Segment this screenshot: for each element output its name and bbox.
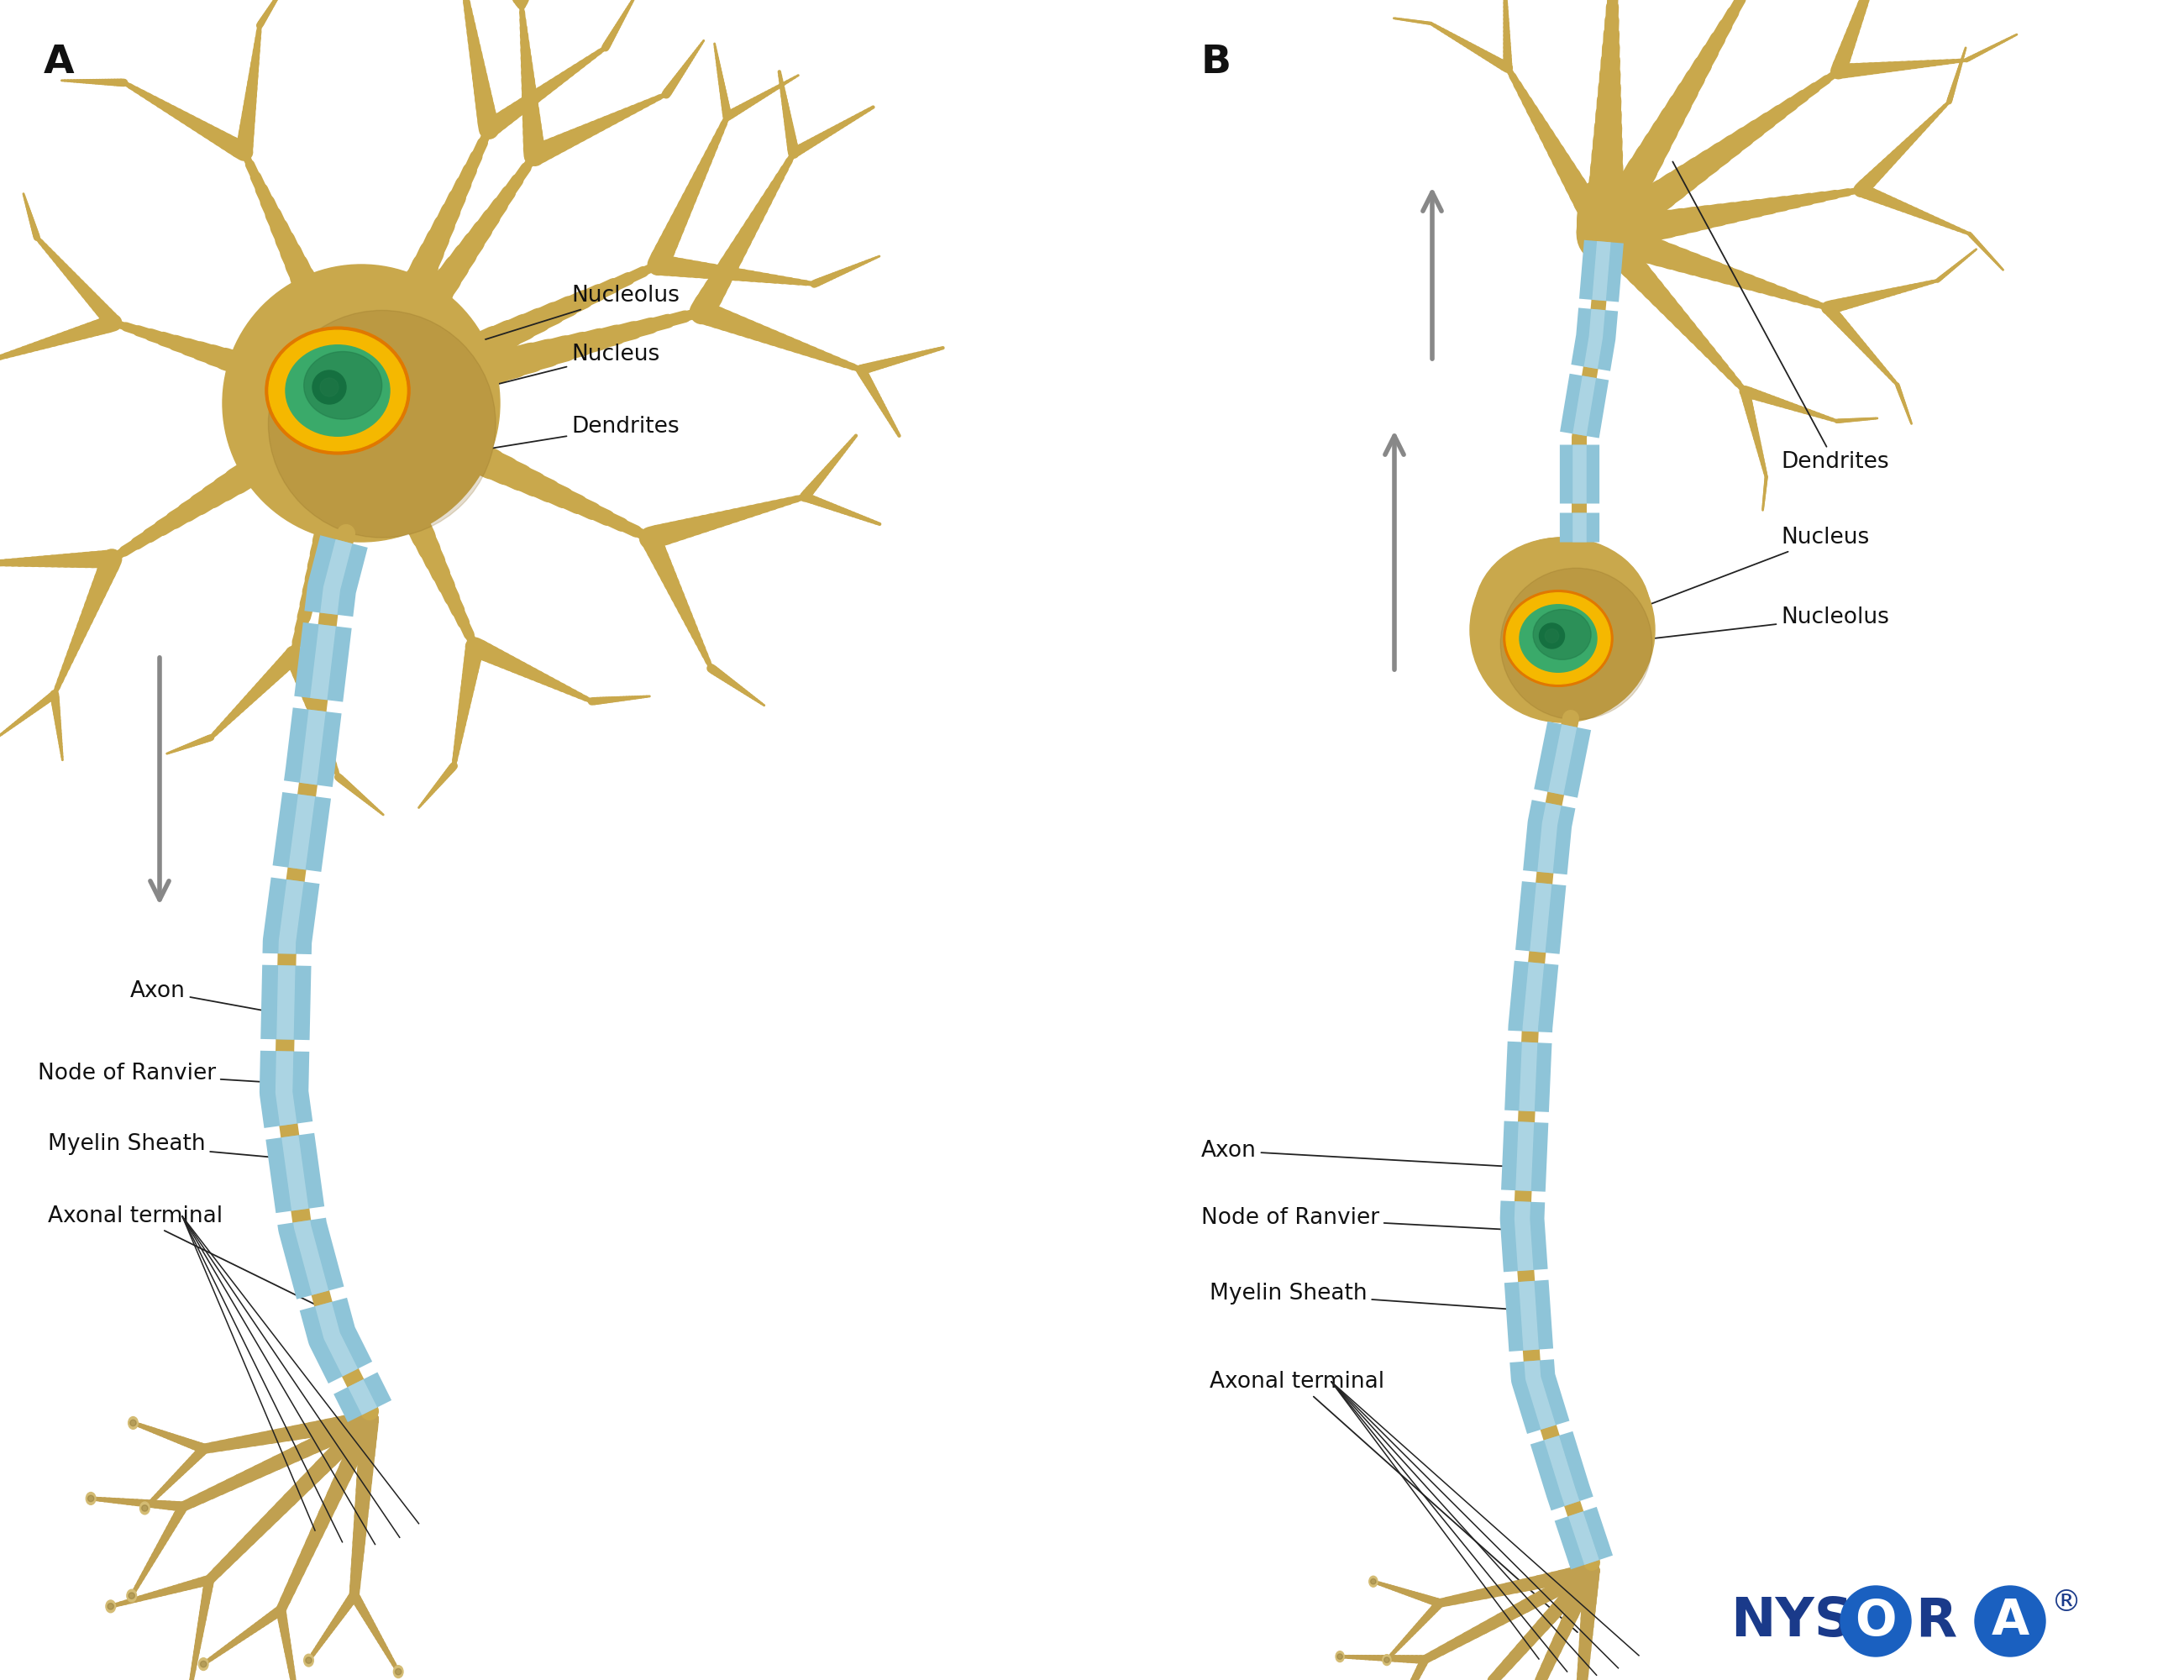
Ellipse shape	[286, 344, 389, 437]
Text: B: B	[1201, 44, 1232, 81]
Circle shape	[142, 1505, 149, 1512]
Ellipse shape	[1507, 593, 1610, 684]
Text: Axonal terminal: Axonal terminal	[48, 1206, 343, 1317]
Ellipse shape	[1503, 590, 1612, 687]
Ellipse shape	[1507, 580, 1645, 699]
Circle shape	[321, 378, 339, 396]
Ellipse shape	[1474, 538, 1651, 685]
Ellipse shape	[127, 1589, 138, 1603]
Text: Node of Ranvier: Node of Ranvier	[37, 1063, 288, 1085]
Ellipse shape	[304, 351, 382, 420]
Text: Axon: Axon	[131, 981, 293, 1016]
Ellipse shape	[393, 1665, 404, 1678]
Circle shape	[129, 1593, 135, 1599]
Text: Myelin Sheath: Myelin Sheath	[48, 1132, 293, 1159]
Circle shape	[223, 264, 500, 541]
Text: O: O	[1854, 1598, 1896, 1645]
Ellipse shape	[105, 1599, 116, 1613]
Circle shape	[1500, 568, 1651, 719]
Text: Myelin Sheath: Myelin Sheath	[1210, 1284, 1524, 1310]
Text: A: A	[1992, 1598, 2029, 1645]
Ellipse shape	[269, 331, 406, 450]
Text: Dendrites: Dendrites	[1673, 161, 1889, 474]
Circle shape	[312, 371, 345, 403]
Ellipse shape	[1382, 1655, 1391, 1665]
Circle shape	[269, 311, 496, 538]
Text: NYS: NYS	[1730, 1596, 1852, 1646]
Circle shape	[1841, 1586, 1911, 1656]
Circle shape	[1544, 628, 1559, 643]
Text: Nucleolus: Nucleolus	[325, 284, 679, 390]
Ellipse shape	[304, 1655, 314, 1667]
Circle shape	[1385, 1656, 1389, 1663]
Ellipse shape	[1520, 605, 1597, 672]
Text: A: A	[44, 44, 74, 81]
Text: ®: ®	[2051, 1589, 2081, 1616]
Circle shape	[131, 1420, 135, 1426]
Ellipse shape	[199, 1658, 207, 1670]
Text: Nucleus: Nucleus	[352, 344, 660, 422]
Text: Axon: Axon	[1201, 1139, 1527, 1168]
Circle shape	[87, 1495, 94, 1502]
Text: R: R	[1915, 1596, 1957, 1646]
Text: Axonal terminal: Axonal terminal	[1210, 1371, 1577, 1633]
Ellipse shape	[1369, 1576, 1378, 1588]
Ellipse shape	[1337, 1651, 1343, 1662]
Circle shape	[1337, 1653, 1343, 1660]
Ellipse shape	[1533, 610, 1590, 660]
Text: Dendrites: Dendrites	[435, 415, 679, 457]
Circle shape	[306, 1656, 312, 1663]
Circle shape	[1974, 1586, 2046, 1656]
Ellipse shape	[129, 1416, 138, 1430]
Circle shape	[107, 1603, 114, 1609]
Circle shape	[1372, 1579, 1376, 1584]
Circle shape	[201, 1662, 207, 1667]
Text: Nucleus: Nucleus	[1607, 528, 1870, 622]
Circle shape	[395, 1668, 402, 1675]
Text: Node of Ranvier: Node of Ranvier	[1201, 1206, 1524, 1230]
Text: Nucleolus: Nucleolus	[1568, 606, 1889, 648]
Circle shape	[1540, 623, 1564, 648]
Ellipse shape	[85, 1492, 96, 1505]
Circle shape	[1470, 538, 1655, 722]
Ellipse shape	[140, 1502, 151, 1514]
Ellipse shape	[266, 328, 411, 454]
